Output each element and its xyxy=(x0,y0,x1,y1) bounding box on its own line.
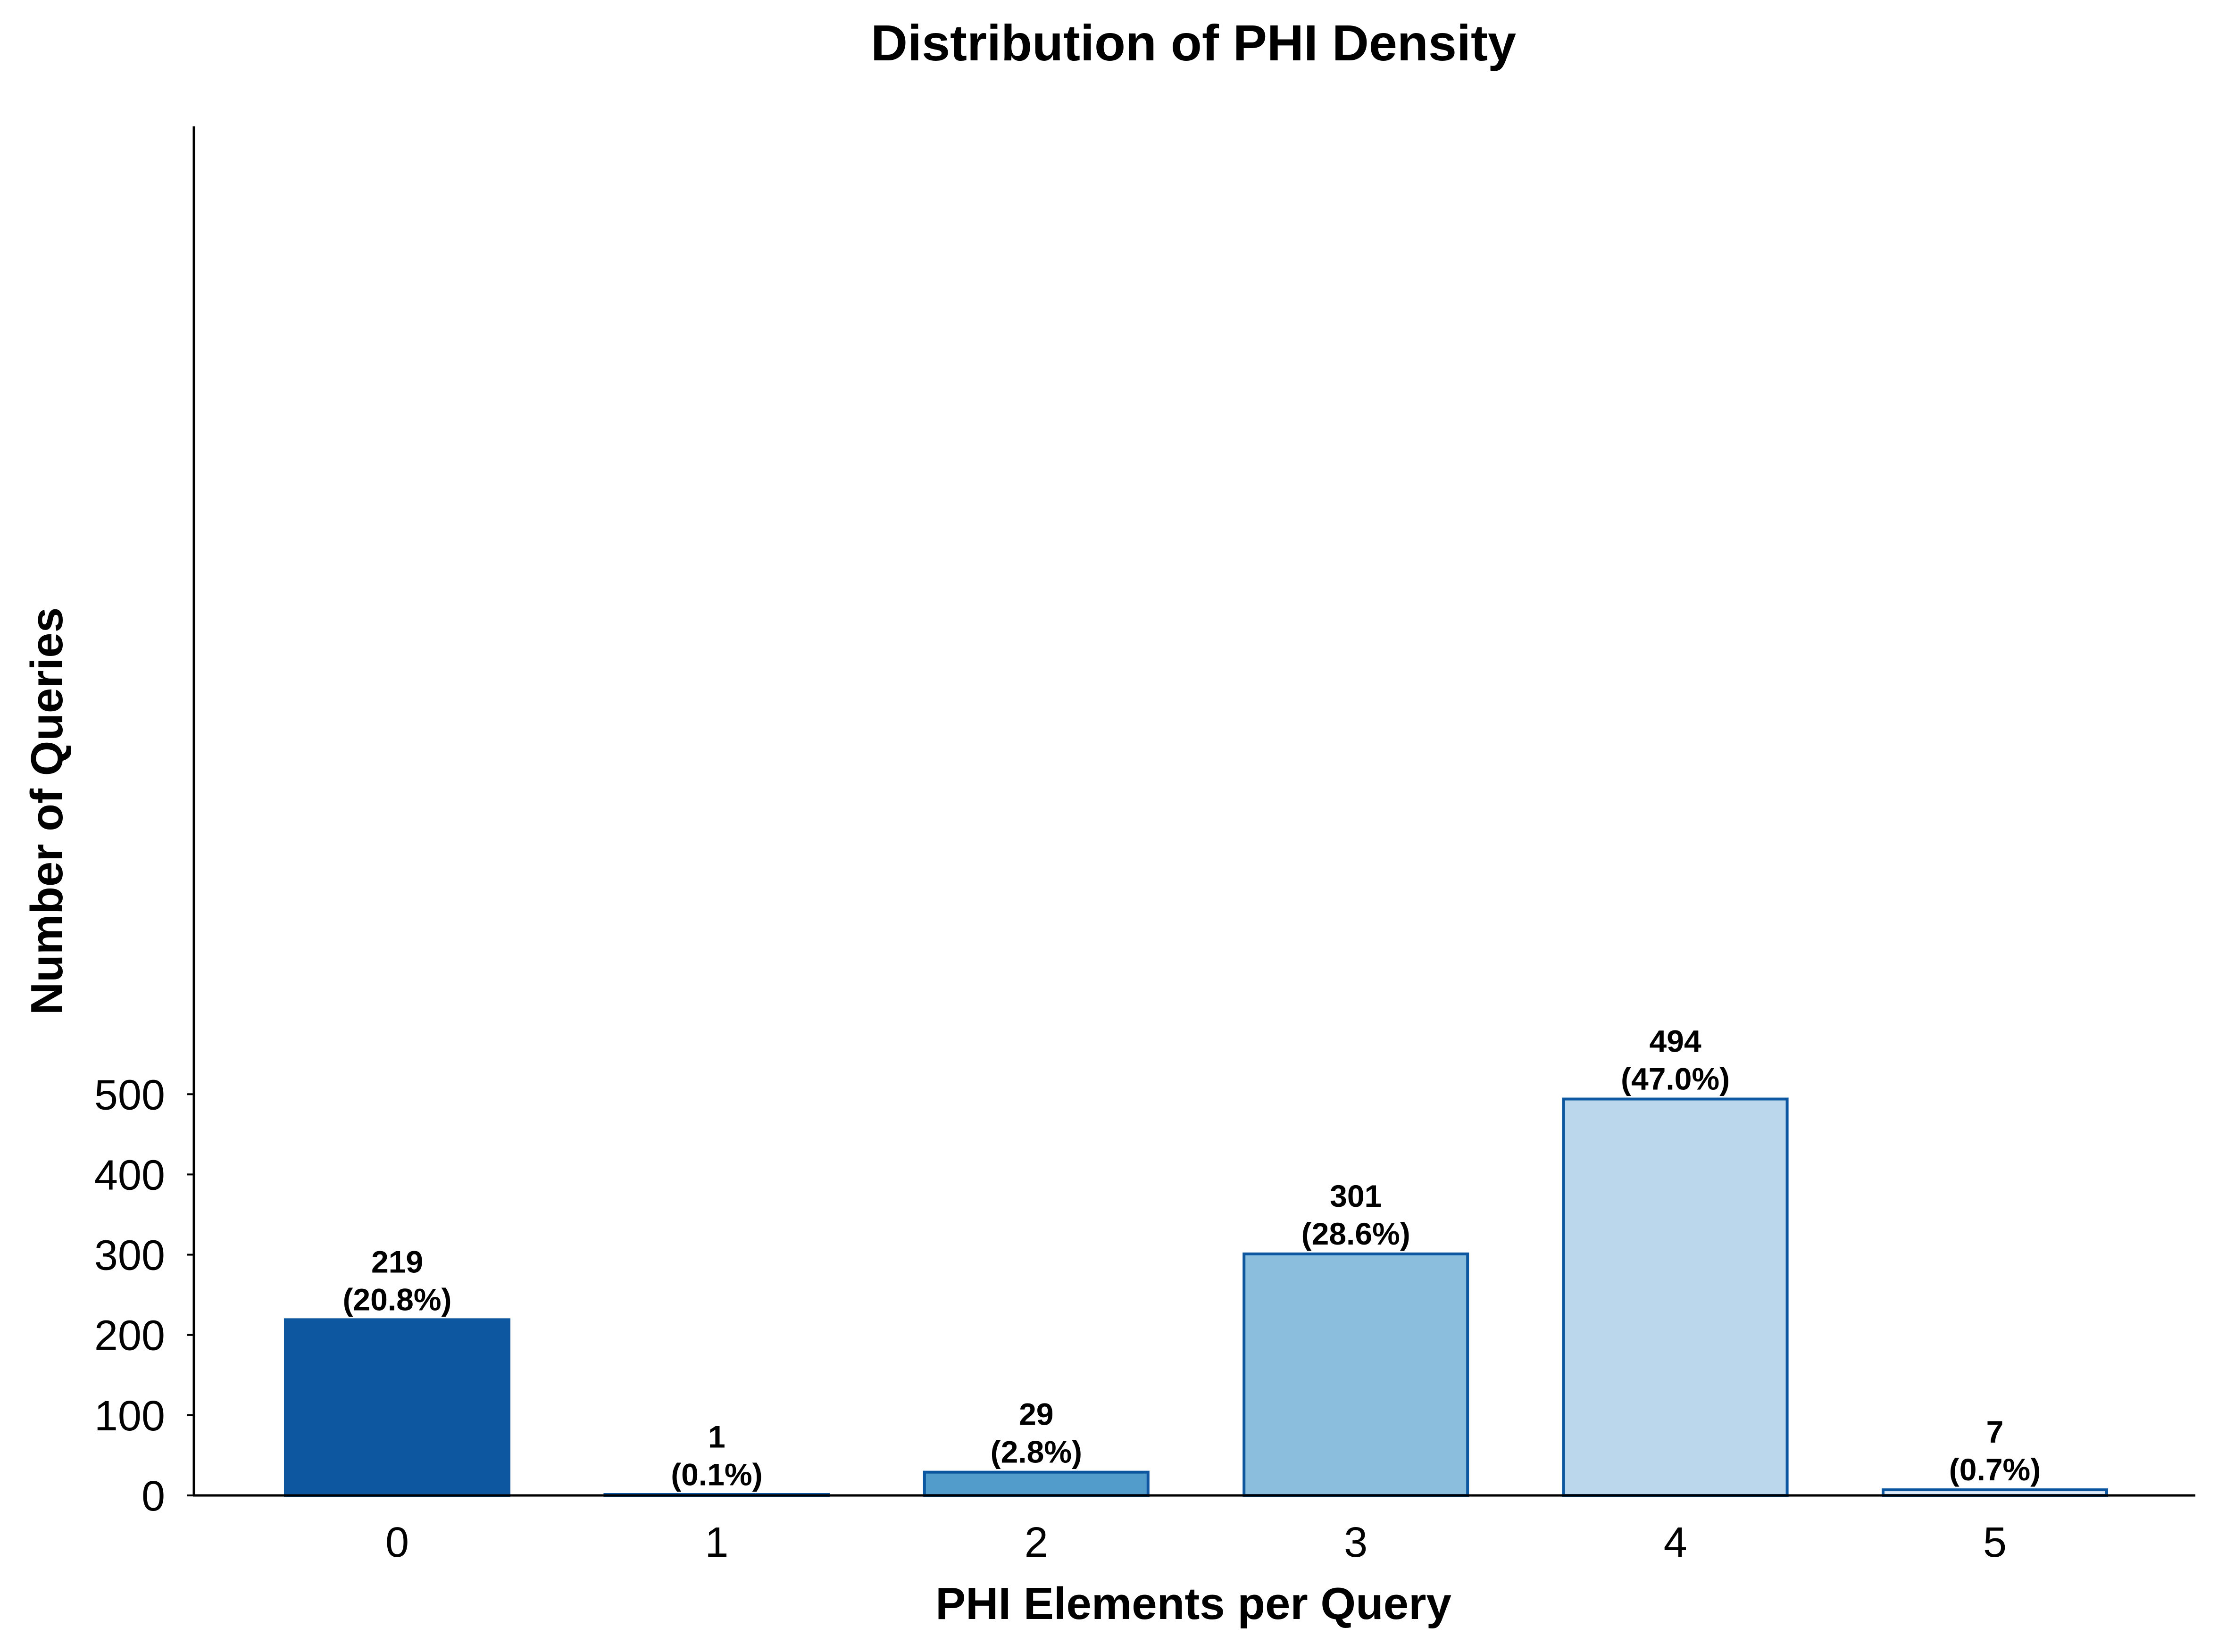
data-label-count-1: 1 xyxy=(708,1419,725,1454)
y-tick-label-500: 500 xyxy=(94,1071,165,1119)
x-tick-label-0: 0 xyxy=(385,1519,409,1566)
chart-title: Distribution of PHI Density xyxy=(871,14,1516,71)
bar-3 xyxy=(1242,1252,1469,1497)
y-ticks-group: 0 100 200 300 400 500 xyxy=(94,1071,194,1520)
x-tick-label-5: 5 xyxy=(1983,1519,2007,1566)
bar-4 xyxy=(1562,1097,1789,1497)
data-label-percent-1: (0.1%) xyxy=(671,1457,762,1492)
x-tick-label-2: 2 xyxy=(1025,1519,1048,1566)
data-label-percent-3: (28.6%) xyxy=(1301,1216,1410,1251)
y-axis-label: Number of Queries xyxy=(22,607,72,1015)
x-ticks-group: 0 1 2 3 4 5 xyxy=(385,1519,2007,1566)
bars-group xyxy=(284,1097,2108,1497)
data-label-count-2: 29 xyxy=(1019,1397,1053,1432)
y-tick-label-0: 0 xyxy=(142,1473,165,1520)
data-label-percent-5: (0.7%) xyxy=(1949,1452,2041,1487)
data-label-count-0: 219 xyxy=(371,1244,423,1279)
data-label-count-4: 494 xyxy=(1650,1023,1701,1058)
y-tick-label-100: 100 xyxy=(94,1393,165,1440)
data-label-percent-4: (47.0%) xyxy=(1621,1061,1730,1096)
x-tick-label-1: 1 xyxy=(705,1519,728,1566)
data-labels-group: 219(20.8%) 1(0.1%) 29(2.8%) 301(28.6%) 494(4… xyxy=(342,1023,2041,1492)
y-tick-label-200: 200 xyxy=(94,1312,165,1360)
bar-0 xyxy=(284,1318,510,1497)
data-label-count-5: 7 xyxy=(1986,1414,2004,1449)
data-label-count-3: 301 xyxy=(1330,1179,1382,1213)
x-axis-label: PHI Elements per Query xyxy=(935,1578,1451,1629)
data-label-percent-0: (20.8%) xyxy=(342,1282,451,1317)
x-tick-label-4: 4 xyxy=(1664,1519,1687,1566)
y-tick-label-300: 300 xyxy=(94,1232,165,1279)
data-label-percent-2: (2.8%) xyxy=(991,1435,1082,1469)
y-tick-label-400: 400 xyxy=(94,1152,165,1199)
x-tick-label-3: 3 xyxy=(1344,1519,1367,1566)
bar-2 xyxy=(923,1470,1150,1497)
